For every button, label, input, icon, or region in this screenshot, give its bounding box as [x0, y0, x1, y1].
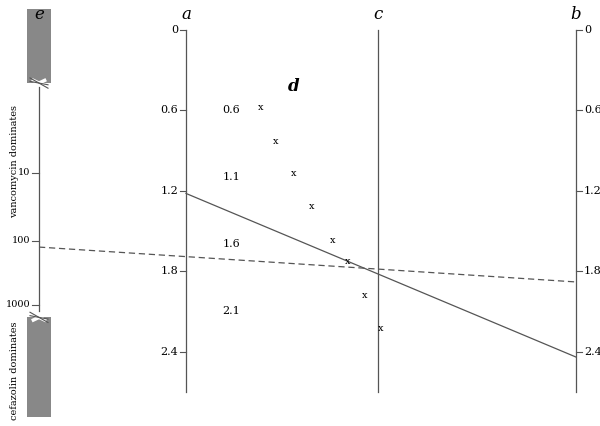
Text: x: x — [330, 236, 336, 245]
Text: x: x — [345, 257, 351, 266]
Text: a: a — [181, 6, 191, 23]
Text: 2.4: 2.4 — [160, 347, 178, 357]
Text: 1.6: 1.6 — [222, 239, 240, 249]
Text: x: x — [362, 291, 368, 300]
Text: 1000: 1000 — [5, 300, 30, 309]
Text: 1.8: 1.8 — [160, 266, 178, 276]
Text: x: x — [378, 324, 384, 334]
Bar — [27, 9, 51, 83]
Text: 0.6: 0.6 — [222, 105, 240, 115]
Text: 1.8: 1.8 — [584, 266, 600, 276]
Text: b: b — [571, 6, 581, 23]
Text: d: d — [288, 78, 300, 95]
Text: 0: 0 — [171, 25, 178, 35]
Text: 0.6: 0.6 — [584, 105, 600, 115]
Text: 2.4: 2.4 — [584, 347, 600, 357]
Bar — [27, 317, 51, 417]
Text: 1.2: 1.2 — [584, 186, 600, 196]
Text: vancomycin dominates: vancomycin dominates — [10, 105, 20, 219]
Text: 1.2: 1.2 — [160, 186, 178, 196]
Text: cefazolin dominates: cefazolin dominates — [10, 321, 20, 420]
Text: 0: 0 — [584, 25, 591, 35]
Text: x: x — [291, 169, 297, 178]
Text: x: x — [309, 202, 315, 211]
Text: 1.1: 1.1 — [222, 173, 240, 182]
Text: e: e — [34, 6, 44, 23]
Text: c: c — [373, 6, 383, 23]
Text: x: x — [258, 103, 264, 112]
Text: 100: 100 — [11, 236, 30, 245]
Text: 2.1: 2.1 — [222, 306, 240, 317]
Text: 10: 10 — [17, 168, 30, 177]
Text: x: x — [273, 137, 279, 146]
Text: 0.6: 0.6 — [160, 105, 178, 115]
